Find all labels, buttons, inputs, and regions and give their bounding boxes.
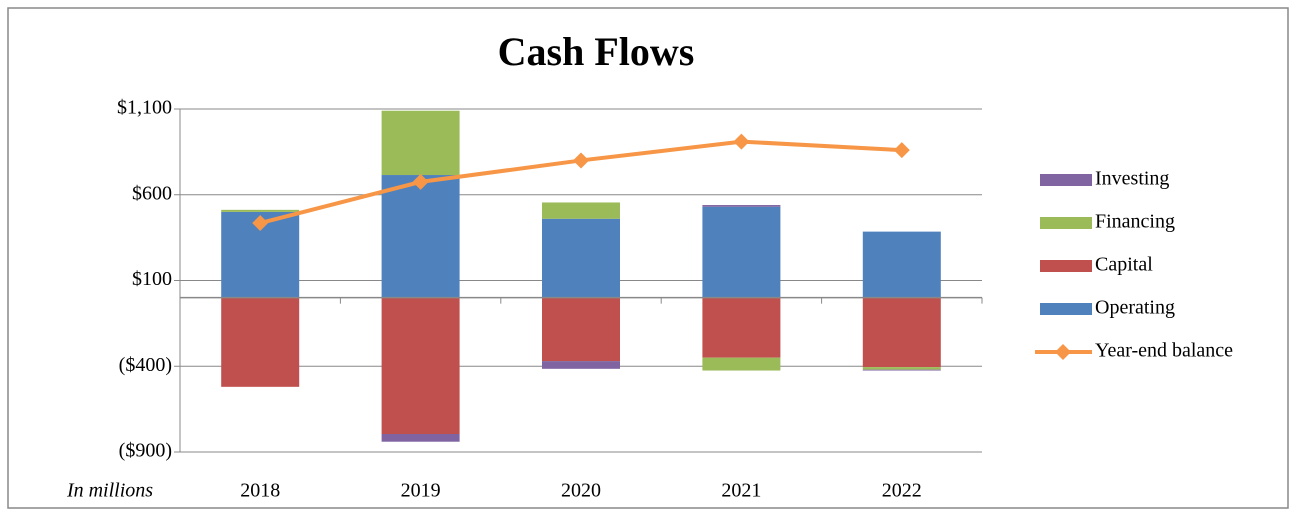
legend-swatch [1040, 174, 1092, 186]
bar-segment [862, 369, 941, 371]
bar-segment [381, 175, 460, 298]
bar-segment [381, 110, 460, 176]
x-tick-label: 2022 [882, 480, 922, 502]
bar-segment [221, 209, 300, 212]
legend-label: Operating [1095, 297, 1175, 319]
bar-segment [221, 297, 300, 387]
bar-segment [702, 297, 781, 358]
bar-segment [542, 202, 620, 219]
legend-swatch [1040, 260, 1092, 272]
legend-label: Investing [1095, 168, 1169, 190]
bar-segment [702, 205, 781, 207]
bar-segment [862, 231, 941, 298]
legend-swatch [1055, 344, 1071, 360]
legend-swatch [1040, 303, 1092, 315]
line-marker [412, 173, 429, 190]
legend-swatch [1040, 217, 1092, 229]
line-marker [893, 142, 910, 159]
axis-note: In millions [66, 480, 153, 502]
line-marker [573, 152, 589, 169]
bar-segment [381, 433, 460, 442]
y-tick-label: $1,100 [117, 97, 172, 119]
y-tick-label: $100 [132, 268, 172, 290]
y-tick-label: $600 [132, 182, 172, 204]
x-tick-label: 2019 [401, 480, 441, 502]
x-tick-label: 2018 [240, 480, 280, 502]
bar-segment [702, 206, 781, 298]
bar-segment [702, 357, 781, 371]
chart-title: Cash Flows [498, 29, 695, 74]
x-tick-label: 2021 [721, 480, 761, 502]
y-tick-label: ($900) [119, 440, 172, 462]
bar-segment [542, 218, 620, 298]
x-tick-label: 2020 [561, 480, 601, 502]
bar-segment [862, 367, 941, 370]
bar-segment [542, 361, 620, 369]
legend-label: Capital [1095, 254, 1153, 276]
y-tick-label: ($400) [119, 354, 172, 376]
bar-segment [862, 297, 941, 368]
line-marker [252, 215, 269, 232]
line-marker [733, 133, 750, 150]
legend-label: Financing [1095, 211, 1175, 233]
legend-label: Year-end balance [1095, 340, 1233, 362]
bar-segment [381, 297, 460, 434]
bar-segment [542, 297, 620, 362]
